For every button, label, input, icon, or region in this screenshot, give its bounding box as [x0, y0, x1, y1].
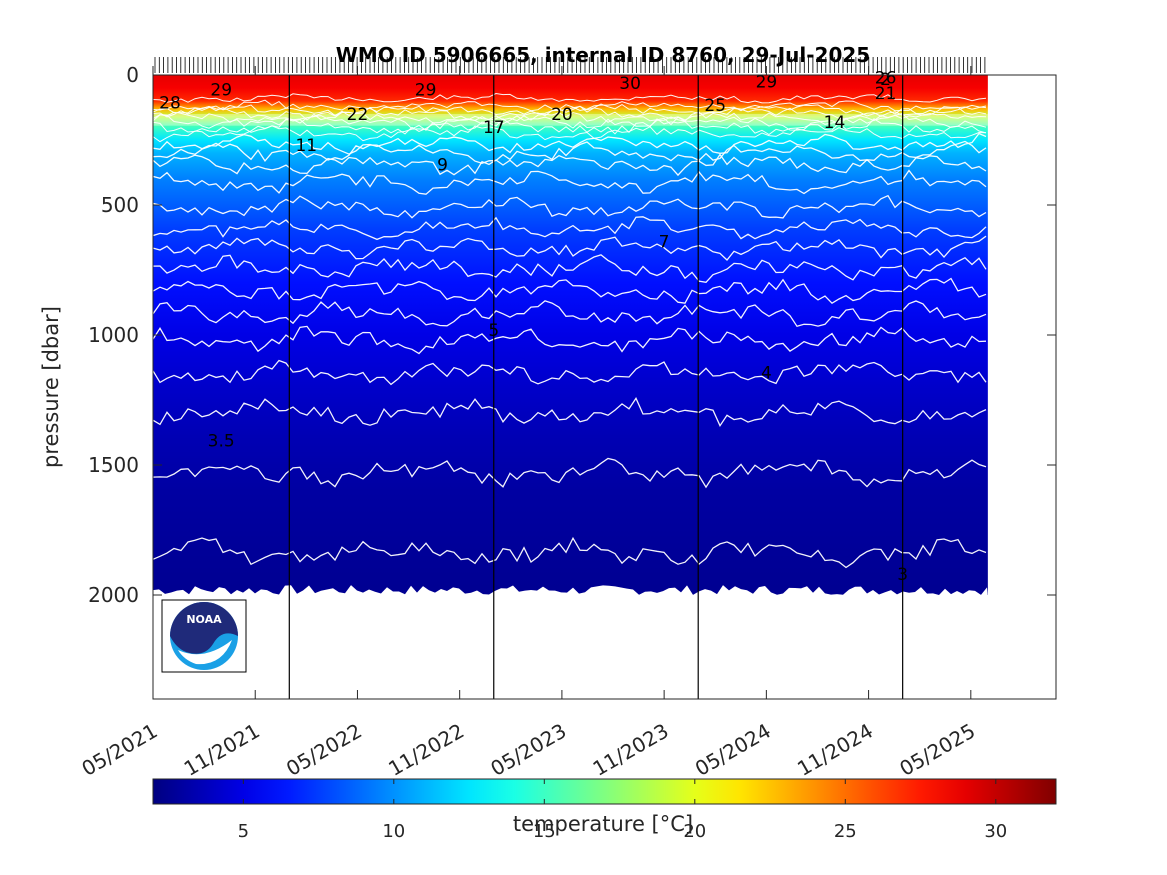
contour-label: 29 — [210, 80, 232, 100]
contour-label: 9 — [437, 156, 448, 176]
x-tick-label: 11/2022 — [384, 719, 468, 781]
x-tick-label: 11/2024 — [793, 719, 877, 781]
isotherm-line — [153, 359, 987, 386]
isotherm-line — [153, 457, 987, 489]
thermocline-band — [153, 114, 988, 126]
isotherm-line — [153, 118, 987, 136]
x-tick-label: 05/2021 — [78, 719, 162, 781]
isotherm-line — [153, 235, 987, 261]
isotherm-line — [153, 103, 987, 117]
contour-label: 22 — [347, 105, 369, 125]
noaa-logo-text: NOAA — [186, 613, 222, 626]
isotherm-line — [153, 132, 987, 155]
x-tick-label: 05/2023 — [486, 719, 570, 781]
colorbar: 5 10 15 20 25 30 — [152, 778, 1057, 842]
noaa-logo: NOAA — [161, 599, 247, 673]
isotherm-line — [153, 254, 987, 284]
x-tick-label: 11/2023 — [589, 719, 673, 781]
colorbar-tick-label: 25 — [834, 821, 857, 842]
x-tick-label: 11/2021 — [180, 719, 264, 781]
contour-label: 28 — [159, 93, 181, 113]
plot-frame — [152, 74, 1057, 700]
isotherm-line — [153, 113, 987, 131]
isotherm-line — [153, 125, 987, 143]
isotherm-line — [153, 325, 987, 355]
isotherm-line — [153, 92, 987, 104]
colorbar-gradient — [152, 778, 1057, 805]
contour-label: 11 — [295, 136, 317, 156]
isotherm-line — [153, 99, 987, 113]
contour-label: 4 — [761, 364, 772, 384]
contour-label: 30 — [619, 74, 641, 94]
data-bottom-edge — [153, 585, 988, 597]
contour-label: 29 — [756, 73, 778, 93]
x-tick-label: 05/2024 — [691, 719, 775, 781]
profile-marks — [154, 57, 986, 73]
contour-label: 20 — [551, 105, 573, 125]
isotherm-line — [153, 153, 987, 177]
temperature-field — [153, 75, 988, 595]
y-axis: 0 500 1000 1500 2000 — [88, 63, 1056, 607]
isotherm-line — [153, 194, 987, 219]
contour-label: 2 — [880, 70, 891, 90]
contour-label: 7 — [659, 232, 670, 252]
isotherm-line — [153, 277, 987, 305]
y-tick-label: 0 — [126, 63, 139, 87]
colorbar-tick-label: 10 — [382, 821, 405, 842]
colorbar-tick-label: 5 — [238, 821, 249, 842]
contour-label: 5 — [488, 321, 499, 341]
contour-label: 29 — [415, 80, 437, 100]
contour-label: 14 — [824, 113, 846, 133]
isotherm-line — [153, 300, 987, 328]
contour-label: 3.5 — [208, 431, 235, 451]
x-tick-label: 05/2022 — [282, 719, 366, 781]
isotherm-line — [153, 396, 987, 428]
colorbar-tick-label: 30 — [984, 821, 1007, 842]
y-tick-label: 1500 — [88, 453, 139, 477]
contour-label: 21 — [875, 84, 897, 104]
contour-label: 3 — [897, 565, 908, 585]
y-tick-label: 2000 — [88, 583, 139, 607]
colorbar-tick-label: 15 — [533, 821, 556, 842]
contour-label: 25 — [704, 96, 726, 116]
isotherm-line — [153, 169, 987, 195]
isotherm-line — [153, 216, 987, 241]
y-tick-label: 500 — [101, 193, 139, 217]
y-tick-label: 1000 — [88, 323, 139, 347]
contour-label: 17 — [483, 118, 505, 138]
y-axis-label: pressure [dbar] — [39, 306, 63, 468]
x-tick-label: 05/2025 — [895, 719, 979, 781]
isotherm-line — [153, 536, 987, 569]
isotherms — [153, 92, 988, 569]
colorbar-label: temperature [°C] — [513, 812, 693, 836]
isotherm-line — [153, 140, 987, 164]
colorbar-tick-label: 20 — [683, 821, 706, 842]
chart-title: WMO ID 5906665, internal ID 8760, 29-Jul… — [336, 43, 870, 67]
contour-label: 26 — [875, 69, 897, 89]
